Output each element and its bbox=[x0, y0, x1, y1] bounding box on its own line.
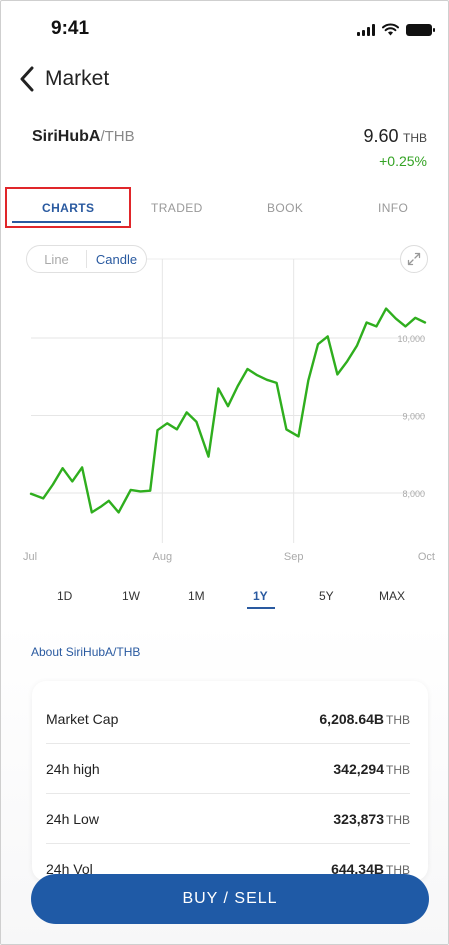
stat-value: 323,873 THB bbox=[333, 811, 410, 827]
stat-row-24h-high: 24h high 342,294 THB bbox=[46, 744, 410, 794]
tab-charts[interactable]: CHARTS bbox=[42, 201, 95, 215]
stat-unit: THB bbox=[386, 763, 410, 777]
range-max[interactable]: MAX bbox=[379, 589, 406, 603]
price-unit: THB bbox=[403, 131, 427, 145]
y-tick-label: 8,000 bbox=[402, 489, 425, 499]
page-title: Market bbox=[45, 67, 110, 90]
stat-label: Market Cap bbox=[46, 711, 119, 727]
pair-name: SiriHubA/THB bbox=[32, 128, 135, 146]
stat-value: 342,294 THB bbox=[333, 761, 410, 777]
y-tick-label: 10,000 bbox=[397, 334, 425, 344]
stat-label: 24h Low bbox=[46, 811, 99, 827]
tab-bar: CHARTS TRADED BOOK INFO bbox=[1, 191, 448, 227]
price-value: 9.60 bbox=[363, 126, 399, 146]
wifi-icon bbox=[382, 23, 399, 36]
stat-row-market-cap: Market Cap 6,208.64B THB bbox=[46, 694, 410, 744]
x-tick-label: Jul bbox=[23, 551, 37, 563]
x-tick-label: Sep bbox=[284, 551, 304, 563]
stat-unit: THB bbox=[386, 863, 410, 877]
price-line bbox=[29, 307, 427, 514]
x-tick-label: Aug bbox=[153, 551, 173, 563]
range-1m[interactable]: 1M bbox=[188, 589, 205, 603]
stat-unit: THB bbox=[386, 813, 410, 827]
price-block: 9.60 THB bbox=[364, 126, 428, 147]
stat-number: 644.34B bbox=[331, 861, 384, 877]
status-time: 9:41 bbox=[51, 18, 90, 39]
toggle-line[interactable]: Line bbox=[44, 251, 69, 267]
stat-value: 6,208.64B THB bbox=[319, 711, 410, 727]
active-range-indicator bbox=[247, 607, 275, 609]
price-change: +0.25% bbox=[379, 153, 427, 169]
stats-card: Market Cap 6,208.64B THB 24h high 342,294… bbox=[32, 681, 428, 881]
range-1w[interactable]: 1W bbox=[122, 589, 140, 603]
pair-quote: /THB bbox=[100, 128, 135, 145]
chart-area: 8,000 9,000 10,000 Jul Aug Sep Oct Line Candle bbox=[1, 237, 448, 572]
battery-icon bbox=[406, 23, 435, 36]
tab-info[interactable]: INFO bbox=[378, 201, 409, 215]
buy-sell-button[interactable]: BUY / SELL bbox=[31, 874, 429, 924]
toggle-divider bbox=[86, 250, 87, 268]
range-selector: 1D 1W 1M 1Y 5Y MAX bbox=[1, 586, 448, 612]
stat-row-24h-vol: 24h Vol 644.34B THB bbox=[46, 844, 410, 881]
stat-unit: THB bbox=[386, 713, 410, 727]
stat-label: 24h Vol bbox=[46, 861, 93, 877]
stat-label: 24h high bbox=[46, 761, 100, 777]
about-link[interactable]: About SiriHubA/THB bbox=[31, 645, 141, 659]
y-tick-label: 9,000 bbox=[402, 412, 425, 422]
status-bar: 9:41 bbox=[1, 1, 448, 57]
stat-number: 323,873 bbox=[333, 811, 384, 827]
tab-book[interactable]: BOOK bbox=[267, 201, 304, 215]
stat-number: 342,294 bbox=[333, 761, 384, 777]
tab-traded[interactable]: TRADED bbox=[151, 201, 203, 215]
pair-base: SiriHubA bbox=[32, 128, 101, 145]
stat-value: 644.34B THB bbox=[331, 861, 410, 877]
active-tab-indicator bbox=[12, 221, 121, 223]
expand-chart-button[interactable] bbox=[400, 245, 428, 273]
stat-row-24h-low: 24h Low 323,873 THB bbox=[46, 794, 410, 844]
range-1d[interactable]: 1D bbox=[57, 589, 73, 603]
toggle-candle[interactable]: Candle bbox=[95, 251, 138, 267]
cellular-signal-icon bbox=[357, 23, 375, 36]
x-tick-label: Oct bbox=[418, 551, 435, 563]
status-icons bbox=[357, 23, 435, 36]
price-chart: 8,000 9,000 10,000 Jul Aug Sep Oct bbox=[23, 258, 435, 563]
range-5y[interactable]: 5Y bbox=[319, 589, 334, 603]
expand-icon bbox=[407, 252, 421, 266]
back-chevron-icon[interactable] bbox=[19, 65, 39, 93]
stat-number: 6,208.64B bbox=[319, 711, 384, 727]
range-1y[interactable]: 1Y bbox=[253, 589, 268, 603]
highlight-box bbox=[5, 187, 131, 228]
nav-header: Market bbox=[19, 63, 109, 95]
chart-type-toggle: Line Candle bbox=[26, 245, 147, 273]
